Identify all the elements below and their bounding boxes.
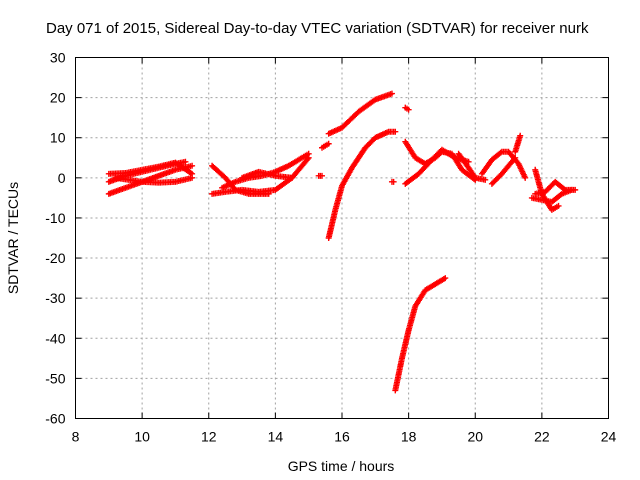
data-point (411, 304, 418, 311)
data-point (426, 159, 433, 166)
plot-frame (75, 57, 609, 419)
data-points (105, 90, 579, 394)
data-point (170, 167, 177, 174)
data-point (511, 156, 518, 163)
x-tick-label: 12 (201, 429, 217, 445)
data-point (154, 165, 161, 172)
data-point (570, 186, 577, 193)
data-point (553, 203, 560, 210)
data-point (450, 153, 457, 160)
data-point (440, 275, 447, 282)
data-point (338, 184, 345, 191)
data-point (287, 174, 294, 181)
data-point (559, 184, 566, 191)
x-tick-label: 16 (334, 429, 350, 445)
data-point (180, 159, 187, 166)
data-point (353, 110, 360, 117)
data-point (390, 178, 397, 185)
axis-ticks: 8 10 12 14 16 18 20 22 24 30 20 10 0 -10 -20 -30 -40 -50 -… (45, 50, 616, 445)
data-point (324, 141, 331, 148)
data-point (403, 105, 410, 112)
x-tick-label: 10 (134, 429, 150, 445)
data-point (297, 155, 304, 162)
y-tick-label: 30 (50, 50, 66, 66)
data-point (154, 173, 161, 180)
y-tick-label: -20 (45, 250, 65, 266)
data-point (387, 91, 394, 98)
data-point (304, 151, 311, 158)
y-tick-label: 10 (50, 130, 66, 146)
data-point (496, 173, 503, 180)
gridlines (75, 57, 609, 419)
y-axis-label: SDTVAR / TECUs (5, 182, 21, 294)
data-point (556, 192, 563, 199)
data-point (317, 172, 324, 179)
y-tick-label: -60 (45, 411, 65, 427)
x-tick-label: 22 (534, 429, 550, 445)
chart-title: Day 071 of 2015, Sidereal Day-to-day VTE… (46, 20, 589, 37)
data-point (230, 179, 237, 186)
y-tick-label: 0 (58, 170, 66, 186)
data-point (398, 356, 405, 363)
data-point (270, 187, 277, 194)
data-point (120, 185, 127, 192)
data-point (497, 149, 504, 156)
data-point (480, 176, 487, 183)
data-point (496, 150, 503, 157)
data-point (436, 149, 443, 156)
data-point (219, 172, 226, 179)
x-tick-label: 24 (601, 429, 617, 445)
data-point (405, 328, 412, 335)
data-point (303, 157, 310, 164)
x-axis-label: GPS time / hours (288, 458, 395, 474)
x-tick-label: 18 (401, 429, 417, 445)
data-point (187, 163, 194, 170)
data-point (187, 175, 194, 182)
data-point (516, 134, 523, 141)
data-point (170, 161, 177, 168)
y-tick-label: -30 (45, 290, 65, 306)
data-point (187, 169, 194, 176)
x-tick-label: 14 (268, 429, 284, 445)
y-tick-label: -50 (45, 370, 65, 386)
data-point (369, 137, 376, 144)
y-tick-label: -10 (45, 210, 65, 226)
data-point (331, 208, 338, 215)
data-point (137, 169, 144, 176)
data-point (560, 185, 567, 192)
data-point (390, 128, 397, 135)
data-point (521, 173, 528, 180)
y-tick-label: 20 (50, 90, 66, 106)
y-tick-label: -40 (45, 330, 65, 346)
data-point (264, 190, 271, 197)
x-tick-label: 8 (72, 429, 80, 445)
x-tick-label: 20 (467, 429, 483, 445)
